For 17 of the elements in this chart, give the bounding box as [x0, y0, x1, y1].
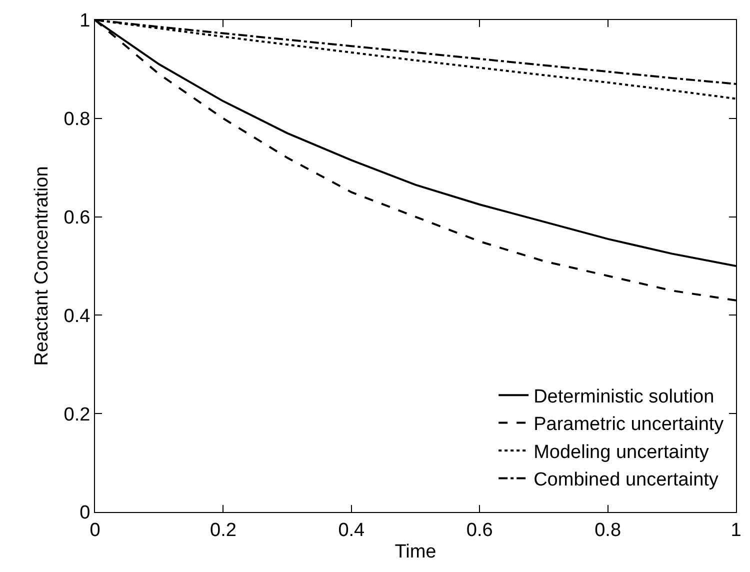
y-tick-label: 1 — [80, 10, 90, 32]
y-tick-label: 0.2 — [64, 404, 90, 426]
legend-label: Deterministic solution — [534, 386, 714, 408]
legend-label: Modeling uncertainty — [534, 442, 710, 463]
legend-label: Parametric uncertainty — [534, 414, 724, 436]
y-axis-title: Reactant Concentration — [32, 166, 53, 366]
y-tick-label: 0.8 — [64, 109, 90, 130]
y-tick-label: 0.6 — [64, 207, 90, 228]
x-tick-label: 0.2 — [210, 520, 236, 541]
y-tick-label: 0.4 — [64, 306, 91, 327]
x-axis-title: Time — [394, 542, 436, 563]
x-tick-label: 1 — [730, 520, 742, 541]
x-tick-label: 0.6 — [466, 520, 493, 541]
x-tick-label: 0.4 — [338, 520, 366, 541]
x-tick-label: 0.8 — [594, 520, 622, 541]
legend-label: Combined uncertainty — [534, 470, 719, 491]
y-tick-label: 0 — [80, 502, 90, 524]
